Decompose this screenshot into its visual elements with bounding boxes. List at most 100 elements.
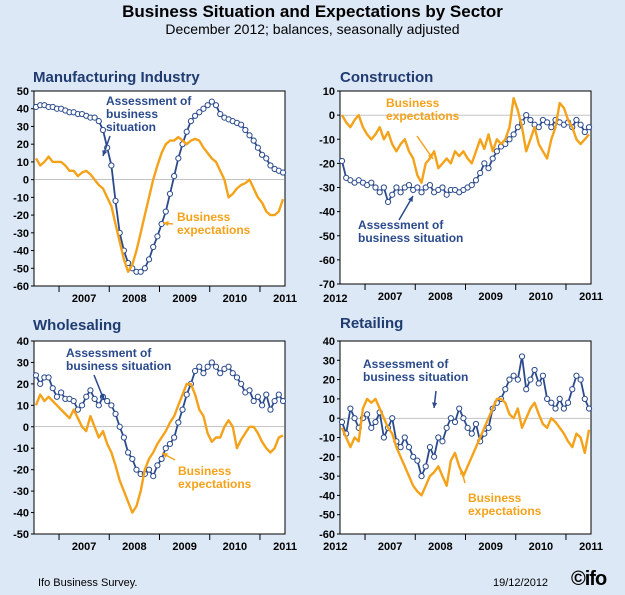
data-point <box>208 98 215 105</box>
y-tick-label: -50 <box>319 231 335 243</box>
y-tick-label: 10 <box>323 86 335 98</box>
data-point <box>556 395 563 403</box>
y-tick-label: 40 <box>323 336 335 348</box>
y-tick-label: -30 <box>319 471 335 483</box>
data-point <box>246 132 253 139</box>
data-point <box>166 440 174 448</box>
data-point <box>258 151 266 158</box>
annotation-expectations: expectations <box>386 109 460 123</box>
data-point <box>279 397 287 405</box>
y-tick-label: 20 <box>17 139 29 151</box>
data-point <box>426 444 434 451</box>
x-tick-label: 2007 <box>72 541 96 553</box>
data-point <box>338 418 346 426</box>
data-point <box>229 370 236 377</box>
data-point <box>485 424 492 431</box>
data-point <box>351 415 358 422</box>
annotation-assessment: situation <box>106 120 156 134</box>
data-point <box>254 144 261 151</box>
data-point <box>338 157 346 165</box>
data-point <box>477 169 484 177</box>
data-point <box>150 473 157 480</box>
data-point <box>217 110 224 118</box>
data-point <box>166 190 174 197</box>
data-point <box>418 473 425 480</box>
data-point <box>196 363 203 370</box>
data-point <box>141 265 148 272</box>
data-point <box>112 197 119 205</box>
data-point <box>414 457 421 464</box>
data-point <box>91 114 98 121</box>
data-point <box>91 395 98 403</box>
data-point <box>175 155 182 162</box>
panel-manufacturing: Manufacturing Industry 50 40 30 20 10 0 -10 -20… <box>0 64 347 314</box>
data-point <box>179 406 186 413</box>
y-tick-label: 20 <box>323 375 335 387</box>
y-tick-label: 30 <box>323 355 335 367</box>
data-point <box>489 155 496 162</box>
data-point <box>32 372 40 379</box>
data-point <box>171 434 178 441</box>
data-point <box>443 424 450 431</box>
data-point <box>585 124 593 131</box>
panel-wholesaling: Wholesaling 40 30 20 10 0 -10 -20 -30 -40 -50 2007… <box>0 312 347 562</box>
panel-title-retailing: Retailing <box>340 315 404 332</box>
x-tick-label: 2011 <box>273 541 297 553</box>
data-point <box>112 410 119 418</box>
data-point <box>523 112 530 119</box>
y-tick-label: 50 <box>17 86 29 98</box>
y-tick-label: -20 <box>13 210 29 222</box>
series-line-expectations <box>34 135 285 274</box>
footer-date: 19/12/2012 <box>493 577 549 589</box>
data-point <box>523 386 530 393</box>
data-point <box>183 391 190 398</box>
annotation-assessment: business situation <box>358 231 463 245</box>
data-point <box>74 406 81 413</box>
annotation-assessment: Assessment of <box>106 94 192 108</box>
annotation-expectations: Business <box>178 464 232 478</box>
data-point <box>279 169 287 176</box>
x-tick-label: 2007 <box>378 291 402 303</box>
data-point <box>200 105 207 112</box>
data-point <box>53 393 61 400</box>
data-point <box>535 380 542 387</box>
y-tick-label: 40 <box>17 104 29 116</box>
y-tick-label: 10 <box>17 157 29 169</box>
data-point <box>200 370 207 377</box>
data-point <box>451 418 459 426</box>
data-point <box>510 372 517 379</box>
data-point <box>183 128 190 135</box>
annotation-assessment: Assessment of <box>363 357 449 371</box>
data-point <box>250 397 257 405</box>
arrow-head <box>163 220 169 227</box>
annotation-assessment: Assessment of <box>358 218 444 232</box>
annotation-expectations: Business <box>177 210 231 224</box>
data-point <box>364 411 371 418</box>
data-point <box>275 391 282 398</box>
data-point <box>431 453 438 460</box>
x-tick-label: 2008 <box>428 541 452 553</box>
data-point <box>267 162 274 169</box>
data-point <box>87 387 94 394</box>
data-point <box>204 102 211 109</box>
data-point <box>426 181 434 189</box>
y-tick-label: -60 <box>319 255 335 267</box>
data-point <box>384 198 392 206</box>
data-point <box>158 220 165 228</box>
data-point <box>83 393 90 400</box>
y-tick-label: -30 <box>13 228 29 240</box>
data-point <box>254 393 261 400</box>
data-point <box>154 462 161 469</box>
data-point <box>212 363 220 370</box>
data-point <box>380 184 387 191</box>
data-point <box>527 116 534 124</box>
data-point <box>410 453 417 460</box>
data-point <box>263 155 270 162</box>
data-point <box>129 455 136 463</box>
data-point <box>196 109 203 116</box>
annotation-expectations: expectations <box>177 223 251 237</box>
data-point <box>460 415 467 422</box>
data-point <box>137 268 144 275</box>
data-point <box>585 405 593 412</box>
